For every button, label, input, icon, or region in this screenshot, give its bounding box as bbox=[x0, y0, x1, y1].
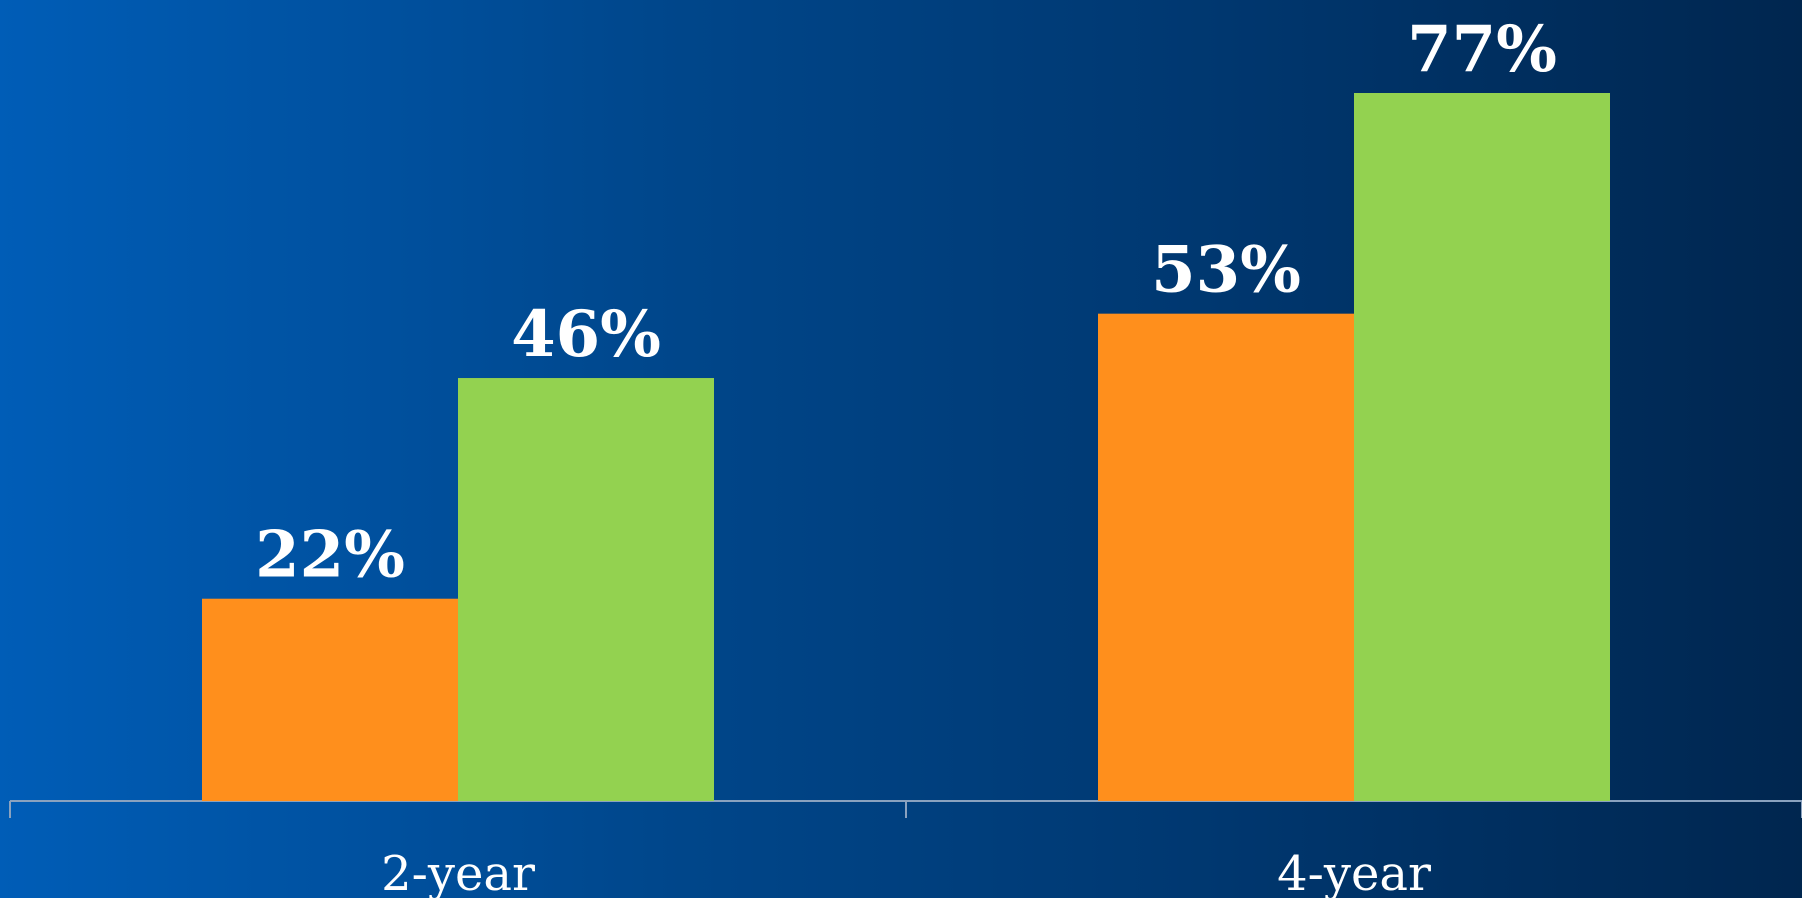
data-label: 46% bbox=[511, 297, 661, 372]
data-label: 22% bbox=[255, 518, 405, 593]
bar-1-0 bbox=[1098, 313, 1354, 801]
category-tick-label: 2-year bbox=[381, 846, 535, 898]
category-tick-label: 4-year bbox=[1277, 846, 1431, 898]
data-label: 77% bbox=[1407, 12, 1557, 87]
bar-1-1 bbox=[1354, 93, 1610, 801]
bar-0-0 bbox=[202, 598, 458, 801]
data-label: 53% bbox=[1151, 233, 1301, 308]
bar-0-1 bbox=[458, 378, 714, 801]
